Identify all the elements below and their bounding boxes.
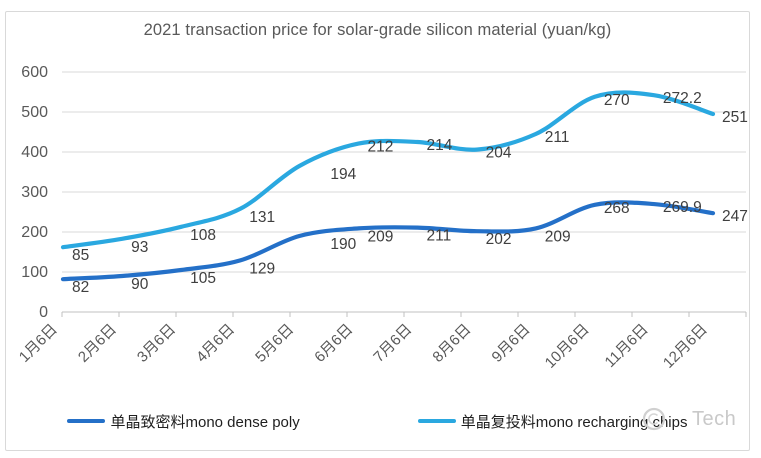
data-label: 272.2 — [663, 90, 702, 107]
data-label: 204 — [486, 145, 512, 162]
legend-item-mono-recharging-chips: 单晶复投料mono recharging chips — [417, 411, 688, 432]
data-label: 209 — [545, 228, 571, 245]
data-label: 269.9 — [663, 199, 702, 216]
x-axis-label: 8月6日 — [429, 321, 474, 366]
x-axis-label: 4月6日 — [193, 321, 238, 366]
x-axis-label: 12月6日 — [660, 321, 711, 372]
data-label: 105 — [190, 270, 216, 287]
chart-frame — [5, 11, 750, 451]
x-axis-label: 7月6日 — [370, 321, 415, 366]
data-label: 268 — [604, 200, 630, 217]
data-label: 247 — [722, 208, 748, 225]
x-axis-label: 3月6日 — [134, 321, 179, 366]
x-axis-label: 10月6日 — [542, 321, 593, 372]
legend-line-marker-dense — [67, 418, 106, 424]
series-line-mono-dense-poly — [60, 200, 716, 282]
legend-label-dense: 单晶致密料mono dense poly — [110, 413, 300, 431]
y-axis-tick-label: 100 — [21, 264, 48, 281]
data-label: 209 — [367, 228, 393, 245]
data-label: 129 — [249, 260, 275, 277]
data-label: 108 — [190, 227, 216, 244]
legend-item-mono-dense-poly: 单晶致密料mono dense poly — [67, 411, 300, 432]
data-label: 82 — [72, 279, 89, 296]
data-label: 202 — [486, 231, 512, 248]
y-axis-tick-label: 400 — [21, 144, 48, 161]
chart-title: 2021 transaction price for solar-grade s… — [143, 21, 612, 39]
data-label: 251 — [722, 109, 748, 126]
series-line-mono-recharging-chips — [60, 90, 716, 250]
y-axis-tick-label: 600 — [21, 64, 48, 81]
chart-legend: 单晶致密料mono dense poly 单晶复投料mono rechargin… — [5, 408, 750, 434]
legend-label-recharging: 单晶复投料mono recharging chips — [460, 413, 688, 431]
y-axis-tick-label: 300 — [21, 184, 48, 201]
data-label: 214 — [427, 137, 453, 154]
y-axis-tick-label: 0 — [39, 304, 48, 321]
data-label: 85 — [72, 247, 89, 264]
data-label: 211 — [427, 228, 452, 245]
data-label: 93 — [131, 239, 148, 256]
data-label: 270 — [604, 92, 630, 109]
data-label: 131 — [249, 209, 275, 226]
x-axis-label: 11月6日 — [602, 321, 652, 371]
x-axis-label: 9月6日 — [489, 321, 534, 366]
x-axis-label: 2月6日 — [75, 321, 120, 366]
x-axis-label: 1月6日 — [16, 321, 61, 366]
x-axis-label: 6月6日 — [311, 321, 356, 366]
y-axis-tick-label: 200 — [21, 224, 48, 241]
data-label: 190 — [330, 236, 356, 253]
data-label: 211 — [545, 129, 570, 146]
data-label: 212 — [367, 139, 393, 156]
y-axis-tick-label: 500 — [21, 104, 48, 121]
x-axis-label: 5月6日 — [252, 321, 297, 366]
legend-line-marker-recharging — [417, 418, 456, 424]
data-label: 90 — [131, 276, 149, 293]
data-label: 194 — [330, 166, 356, 183]
